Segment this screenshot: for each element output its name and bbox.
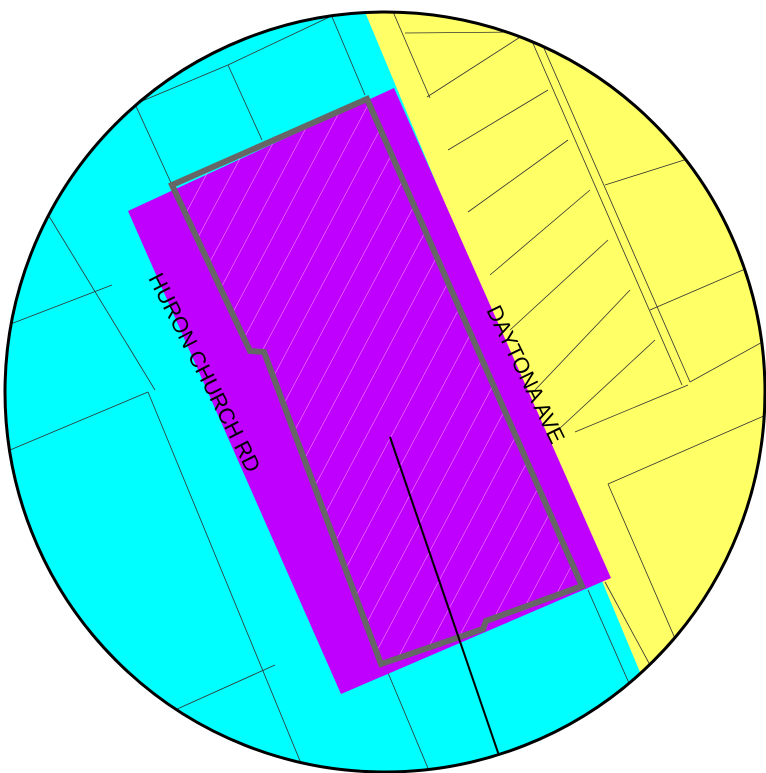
leader-line bbox=[389, 436, 506, 772]
parcel-lines-west bbox=[7, 12, 651, 772]
residential-zone bbox=[360, 12, 765, 772]
subject-parcel-boundary bbox=[167, 95, 587, 668]
map-frame bbox=[3, 10, 766, 773]
